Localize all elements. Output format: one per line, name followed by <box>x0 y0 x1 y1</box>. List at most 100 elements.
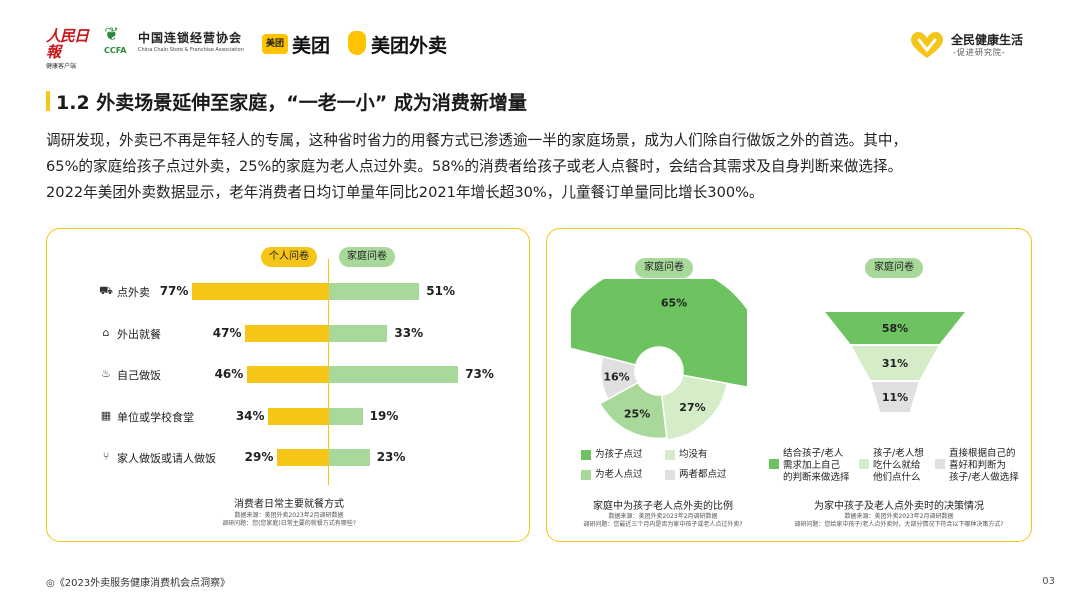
meituan-logo-text: 美团 <box>292 35 331 57</box>
funnel-legend-label: 直接根据自己的 <box>949 448 1016 459</box>
dining-method-panel: 个人问卷 家庭问卷 ⛟ 点外卖 77% 51% ⌂ 外出就餐 47% 33% ♨ 自己做饭 46% 7… <box>46 228 530 542</box>
family-bar <box>329 407 363 425</box>
pie-legend-swatch <box>581 450 591 460</box>
funnel-legend-label: 的判断来做选择 <box>783 472 850 483</box>
title-accent-bar <box>46 91 50 111</box>
rmrb-sub: 健康客户端 <box>46 63 77 70</box>
section-title-text: 1.2 外卖场景延伸至家庭，“一老一小” 成为消费新增量 <box>56 91 527 114</box>
family-value-label: 23% <box>376 450 406 464</box>
personal-value-label: 47% <box>212 325 242 340</box>
ccfa-logo: ❦ CCFA 中国连锁经营协会 China Chain Store & Fran… <box>104 26 304 58</box>
family-bar <box>329 366 459 383</box>
pie-legend-label: 为孩子点过 <box>595 449 643 460</box>
ccfa-leaf-icon: ❦ <box>104 24 120 45</box>
pie-slice <box>600 355 640 401</box>
funnel-legend-swatch <box>935 459 945 469</box>
category-label: 单位或学校食堂 <box>117 410 194 424</box>
dining-chart-caption: 消费者日常主要就餐方式 <box>234 499 344 510</box>
pie-legend-swatch <box>665 470 675 480</box>
pie-legend-swatch <box>665 450 675 460</box>
rmrb-mark: 人民日報 <box>46 27 89 61</box>
decision-funnel-chart: 58% 31% 11% <box>821 311 969 414</box>
funnel-legend-label: 需求加上自己 <box>783 460 841 471</box>
meituan-waimai-kangaroo-icon <box>348 31 366 55</box>
health-life-title: 全民健康生活 <box>951 33 1024 47</box>
pie-chart-caption: 家庭中为孩子老人点外卖的比例 <box>593 501 733 512</box>
pie-value-label: 25% <box>624 408 650 421</box>
personal-value-label: 46% <box>214 367 244 381</box>
personal-value-label: 77% <box>159 284 189 298</box>
funnel-value-label: 11% <box>882 391 908 404</box>
meituan-badge-icon: 美团 <box>262 34 288 54</box>
meituan-waimai-logo-text: 美团外卖 <box>371 35 448 57</box>
delivery-icon: ⛟ <box>99 284 113 297</box>
funnel-legend-label: 他们点什么 <box>873 472 921 483</box>
pie-legend-swatch <box>581 470 591 480</box>
dining-chart-source: 数据来源：美团外卖2023年2月调研数据 <box>234 512 344 519</box>
funnel-chart-question: 调研问题：您给家中孩子/老人点外卖时，大部分情况下符合以下哪种决策方式? <box>794 521 1004 528</box>
funnel-value-label: 31% <box>882 357 908 370</box>
funnel-family-survey-pill: 家庭问卷 <box>865 258 923 278</box>
ccfa-abbr: CCFA <box>104 46 127 55</box>
rmrb-logo: 人民日報 健康客户端 <box>46 28 96 70</box>
funnel-legend-label: 喜好和判断为 <box>949 460 1007 471</box>
family-order-panel: 家庭问卷 家庭问卷 65% 27% 25% 16% 58% 31% 11% 为孩子点过 均没… <box>546 228 1032 542</box>
funnel-segment <box>868 380 922 414</box>
family-value-label: 51% <box>426 284 455 298</box>
report-footer-title: ◎《2023外卖服务健康消费机会点洞察》 <box>46 578 231 589</box>
family-order-pie-chart: 65% 27% 25% 16% <box>571 279 747 439</box>
personal-bar <box>191 283 328 300</box>
pie-legend-label: 均没有 <box>679 449 708 460</box>
pie-slice <box>660 374 729 439</box>
funnel-value-label: 58% <box>882 322 908 335</box>
funnel-legend-label: 孩子/老人想 <box>873 448 924 459</box>
dining-chart-question: 调研问题：您(您家庭)日常主要的就餐方式有哪些? <box>222 520 356 527</box>
health-life-logo: 全民健康生活 -促进研究院- <box>909 28 1033 62</box>
funnel-legend-label: 结合孩子/老人 <box>783 448 844 459</box>
funnel-chart-caption: 为家中孩子及老人点外卖时的决策情况 <box>814 501 984 512</box>
ccfa-name-cn: 中国连锁经营协会 <box>138 31 243 45</box>
funnel-legend-swatch <box>769 459 779 469</box>
funnel-legend-label: 孩子/老人做选择 <box>949 472 1019 483</box>
personal-bar <box>244 324 328 342</box>
body-line: 65%的家庭给孩子点过外卖，25%的家庭为老人点过外卖。58%的消费者给孩子或老… <box>46 158 903 175</box>
body-line: 2022年美团外卖数据显示，老年消费者日均订单量年同比2021年增长超30%，儿… <box>46 184 764 201</box>
category-label: 外出就餐 <box>117 327 161 341</box>
funnel-legend-label: 吃什么就给 <box>873 460 921 471</box>
family-value-label: 33% <box>394 325 424 340</box>
heart-logo-icon <box>911 32 943 58</box>
body-paragraph: 调研发现，外卖已不再是年轻人的专属，这种省时省力的用餐方式已渗透逾一半的家庭场景… <box>46 128 1036 206</box>
body-line: 调研发现，外卖已不再是年轻人的专属，这种省时省力的用餐方式已渗透逾一半的家庭场景… <box>46 132 908 149</box>
family-bar <box>329 283 420 300</box>
funnel-chart-source: 数据来源：美团外卖2023年2月调研数据 <box>844 513 954 520</box>
pie-chart-question: 调研问题：您最近三个月内是否为家中孩子或老人点过外卖? <box>583 521 743 528</box>
dine-out-icon: ⌂ <box>102 325 110 339</box>
canteen-icon: ▦ <box>100 408 112 422</box>
pie-slice <box>598 381 668 439</box>
category-label: 自己做饭 <box>117 369 161 382</box>
family-value-label: 19% <box>369 408 399 423</box>
pie-value-label: 27% <box>679 401 705 414</box>
personal-value-label: 29% <box>244 450 274 464</box>
ccfa-name-en: China Chain Store & Franchise Associatio… <box>138 47 244 53</box>
pie-legend-label: 为老人点过 <box>595 469 643 480</box>
center-divider-line <box>328 259 329 485</box>
family-bar <box>329 449 370 466</box>
personal-bar <box>246 366 328 383</box>
fork-knife-icon: ⑂ <box>102 450 110 463</box>
personal-value-label: 34% <box>235 408 265 423</box>
funnel-legend-swatch <box>859 459 869 469</box>
pie-chart-source: 数据来源：美团外卖2023年2月调研数据 <box>608 513 718 520</box>
pie-legend-label: 两者都点过 <box>679 469 727 480</box>
category-label: 家人做饭或请人做饭 <box>117 452 216 465</box>
personal-bar <box>276 449 328 466</box>
cooking-pot-icon: ♨ <box>101 367 111 380</box>
pie-family-survey-pill: 家庭问卷 <box>635 258 693 278</box>
pie-value-label: 16% <box>603 370 629 383</box>
family-value-label: 73% <box>465 367 494 381</box>
health-life-sub: -促进研究院- <box>953 48 1006 57</box>
pill-personal-survey: 个人问卷 <box>261 247 317 267</box>
family-bar <box>329 324 388 342</box>
category-label: 点外卖 <box>117 286 150 299</box>
section-title: 1.2 外卖场景延伸至家庭，“一老一小” 成为消费新增量 <box>46 90 527 114</box>
